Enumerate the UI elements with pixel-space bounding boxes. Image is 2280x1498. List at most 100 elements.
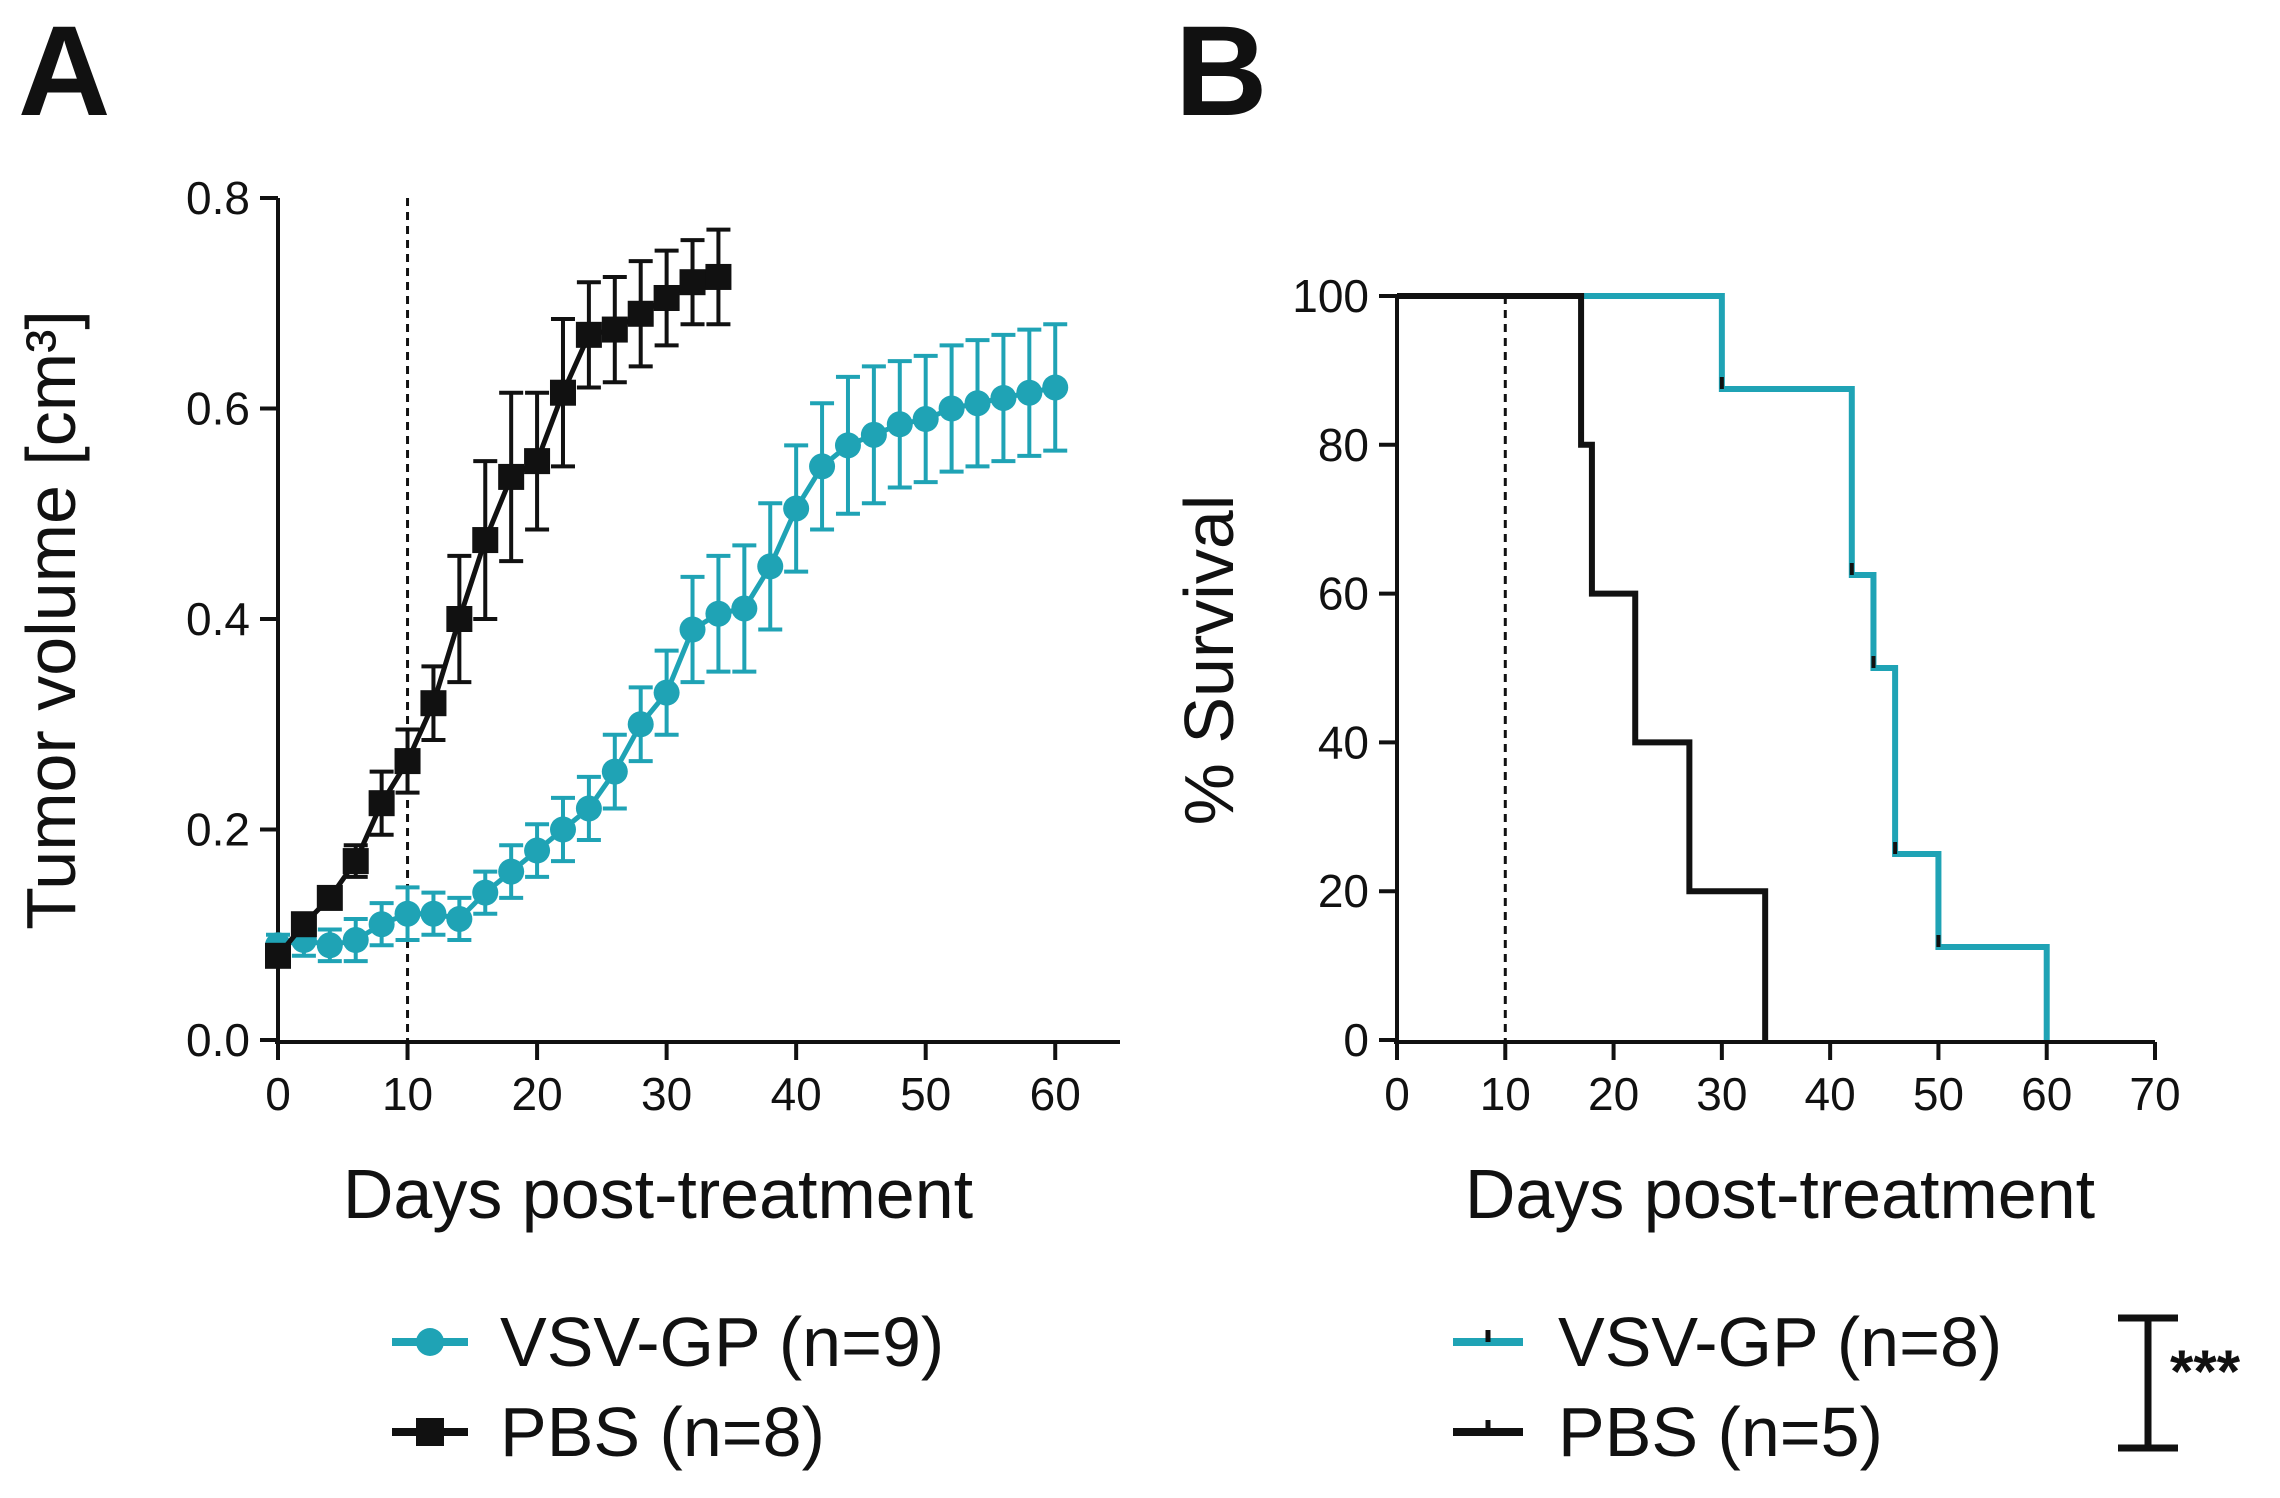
panel-b-x-tick-label: 10 — [1480, 1068, 1531, 1120]
panel-a-x-tick-label: 30 — [641, 1068, 692, 1120]
panel-a-vsv-point — [860, 421, 887, 448]
panel-a-vsv-point — [834, 432, 861, 459]
panel-b-x-tick-label: 60 — [2021, 1068, 2072, 1120]
panel-a-vsv-point — [575, 795, 602, 822]
panel-b-y-tick-label: 20 — [1318, 865, 1369, 917]
panel-b-y-tick-label: 80 — [1318, 419, 1369, 471]
panel-a-vsv-point — [783, 495, 810, 522]
panel-b-legend: VSV-GP (n=8) PBS (n=5) *** — [1453, 1303, 2241, 1471]
panel-a-vsv-point — [809, 453, 836, 480]
panel-a-pbs-point — [653, 284, 680, 311]
panel-a-x-tick-label: 0 — [265, 1068, 291, 1120]
panel-a-pbs-point — [265, 942, 291, 969]
legend-b-pbs-entry: PBS (n=5) — [1453, 1393, 1883, 1471]
panel-a: A 0.0 0.2 0.4 0.6 0.8 0 10 20 30 40 50 60 Days post… — [12, 0, 1120, 1471]
panel-a-vsv-point — [472, 879, 499, 906]
panel-a-y-tick-label: 0.6 — [186, 383, 250, 435]
significance-stars: *** — [2170, 1338, 2241, 1405]
panel-b: B 0 20 40 60 80 100 0 10 20 30 40 50 60 70 Days post-… — [1170, 0, 2241, 1471]
panel-b-x-tick-label: 20 — [1588, 1068, 1639, 1120]
panel-a-vsv-point — [316, 932, 343, 959]
panel-b-axes: 0 20 40 60 80 100 0 10 20 30 40 50 60 70 — [1292, 270, 2180, 1120]
panel-a-vsv-point — [757, 553, 784, 580]
panel-b-y-tick-label: 40 — [1318, 716, 1369, 768]
panel-a-pbs-point — [705, 263, 732, 290]
panel-a-vsv-point — [498, 858, 525, 885]
panel-a-plot-area — [265, 227, 1069, 969]
panel-a-vsv-point — [938, 395, 965, 422]
panel-a-pbs-point — [601, 316, 628, 343]
panel-a-pbs-point — [524, 448, 551, 475]
panel-a-pbs-point — [316, 884, 343, 911]
panel-b-x-tick-label: 30 — [1696, 1068, 1747, 1120]
panel-a-pbs-point — [290, 911, 317, 938]
panel-b-letter: B — [1175, 0, 1267, 143]
panel-a-y-tick-label: 0.2 — [186, 804, 250, 856]
panel-b-x-tick-label: 0 — [1384, 1068, 1410, 1120]
legend-a-pbs-marker — [416, 1418, 444, 1446]
panel-a-pbs-point — [446, 606, 473, 632]
panel-b-pbs-survival-curve — [1397, 293, 1769, 1040]
panel-a-vsv-point — [601, 758, 628, 785]
legend-b-vsv-label: VSV-GP (n=8) — [1558, 1303, 2002, 1381]
panel-a-x-tick-label: 20 — [511, 1068, 562, 1120]
panel-a-pbs-point — [575, 321, 602, 348]
panel-a-pbs-point — [679, 269, 706, 296]
panel-a-legend: VSV-GP (n=9) PBS (n=8) — [392, 1303, 944, 1471]
panel-a-vsv-point — [1042, 374, 1069, 401]
panel-a-x-tick-label: 60 — [1030, 1068, 1081, 1120]
panel-a-vsv-point — [912, 406, 939, 433]
panel-a-vsv-point — [990, 384, 1017, 411]
panel-b-y-tick-label: 0 — [1343, 1014, 1369, 1066]
panel-b-x-axis-title: Days post-treatment — [1465, 1155, 2095, 1233]
panel-b-y-axis-title: % Survival — [1170, 495, 1248, 826]
panel-a-vsv-point — [886, 411, 913, 438]
panel-b-vsv-survival-curve — [1397, 293, 2050, 1040]
legend-a-pbs-label: PBS (n=8) — [500, 1393, 825, 1471]
panel-a-vsv-point — [368, 911, 395, 938]
panel-a-vsv-point — [705, 600, 732, 627]
panel-b-x-tick-label: 70 — [2129, 1068, 2180, 1120]
panel-b-plot-area — [1397, 293, 2050, 1040]
panel-a-pbs-point — [472, 527, 499, 554]
panel-a-vsv-point — [342, 927, 369, 954]
panel-a-letter: A — [18, 0, 110, 143]
legend-b-vsv-entry: VSV-GP (n=8) — [1453, 1303, 2002, 1381]
panel-a-vsv-point — [653, 679, 680, 706]
panel-a-x-tick-label: 40 — [771, 1068, 822, 1120]
panel-a-pbs-point — [394, 748, 421, 775]
panel-a-y-tick-label: 0.8 — [186, 172, 250, 224]
panel-b-x-tick-label: 40 — [1805, 1068, 1856, 1120]
significance-bracket: *** — [2118, 1314, 2241, 1452]
panel-b-y-tick-label: 100 — [1292, 270, 1369, 322]
legend-a-pbs-entry: PBS (n=8) — [392, 1393, 825, 1471]
panel-a-pbs-point — [342, 848, 369, 875]
panel-a-y-tick-label: 0.0 — [186, 1014, 250, 1066]
panel-a-y-tick-label: 0.4 — [186, 593, 250, 645]
panel-a-vsv-point — [1016, 379, 1043, 406]
panel-a-x-tick-label: 50 — [900, 1068, 951, 1120]
panel-a-pbs-point — [498, 463, 525, 490]
legend-a-vsv-marker — [416, 1328, 444, 1356]
panel-a-vsv-point — [446, 905, 473, 932]
panel-a-vsv-point — [420, 900, 447, 927]
panel-b-y-tick-label: 60 — [1318, 568, 1369, 620]
panel-a-vsv-point — [964, 390, 991, 417]
panel-a-vsv-point — [731, 595, 758, 622]
panel-a-vsv-point — [679, 616, 706, 643]
legend-a-vsv-entry: VSV-GP (n=9) — [392, 1303, 944, 1381]
panel-a-x-axis-title: Days post-treatment — [343, 1155, 973, 1233]
panel-a-vsv-point — [627, 711, 654, 738]
panel-a-axes: 0.0 0.2 0.4 0.6 0.8 0 10 20 30 40 50 60 — [186, 172, 1120, 1120]
panel-a-x-tick-label: 10 — [382, 1068, 433, 1120]
panel-a-vsv-point — [524, 837, 551, 864]
legend-b-pbs-label: PBS (n=5) — [1558, 1393, 1883, 1471]
panel-a-vsv-point — [549, 816, 576, 843]
panel-b-x-tick-label: 50 — [1913, 1068, 1964, 1120]
panel-a-pbs-point — [420, 690, 447, 717]
panel-a-pbs-point — [368, 790, 395, 817]
legend-a-vsv-label: VSV-GP (n=9) — [500, 1303, 944, 1381]
panel-a-pbs-point — [627, 300, 654, 327]
panel-a-pbs-point — [549, 379, 576, 406]
